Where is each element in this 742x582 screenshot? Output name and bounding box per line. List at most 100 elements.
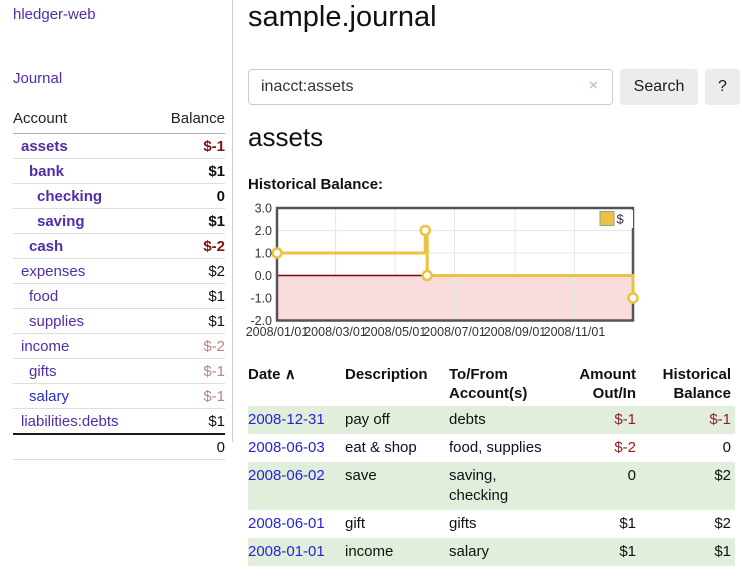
y-tick-label: -1.0 — [250, 292, 272, 306]
register-header-row: Date ∧ Description To/From Account(s) Am… — [248, 363, 735, 406]
sidebar: hledger-web Journal Account Balance asse… — [0, 0, 233, 460]
account-balance: $1 — [153, 158, 225, 184]
transaction-accounts: saving, checking — [449, 467, 509, 504]
search-input[interactable] — [248, 69, 613, 105]
transaction-date-link[interactable]: 2008-01-01 — [248, 543, 325, 560]
account-link[interactable]: liabilities:debts — [21, 412, 119, 430]
register-table: Date ∧ Description To/From Account(s) Am… — [248, 363, 735, 566]
y-tick-label: 3.0 — [255, 202, 272, 216]
account-row: checking 0 — [13, 183, 225, 209]
transaction-amount: $-1 — [614, 411, 636, 428]
search-form: × Search ? — [248, 69, 742, 105]
transaction-description: pay off — [345, 411, 390, 428]
transaction-amount: $-2 — [614, 439, 636, 456]
account-link[interactable]: income — [21, 337, 70, 355]
legend-swatch — [599, 211, 615, 226]
accounts-header-account: Account — [13, 106, 154, 134]
account-row: salary $-1 — [13, 383, 225, 409]
transaction-date-link[interactable]: 2008-06-01 — [248, 515, 325, 532]
account-link[interactable]: cash — [29, 237, 64, 255]
account-link[interactable]: saving — [37, 212, 85, 230]
account-row: assets $-1 — [13, 133, 225, 159]
transaction-balance: $2 — [714, 467, 731, 484]
transaction-row: 2008-12-31 pay off debts $-1 $-1 — [248, 406, 735, 434]
transaction-accounts: debts — [449, 411, 486, 428]
accounts-total-spacer — [13, 433, 154, 460]
transaction-amount: $1 — [619, 515, 636, 532]
transaction-date-link[interactable]: 2008-06-03 — [248, 439, 325, 456]
transaction-date-link[interactable]: 2008-06-02 — [248, 467, 325, 484]
plot-border — [275, 206, 635, 322]
chart-label: Historical Balance: — [248, 176, 384, 193]
data-point-marker[interactable] — [421, 269, 433, 282]
account-link[interactable]: gifts — [29, 362, 57, 380]
accounts-header-balance: Balance — [153, 106, 225, 134]
main-content: sample.journal × Search ? assets Histori… — [246, 0, 742, 582]
transaction-amount: $1 — [619, 543, 636, 560]
account-row: food $1 — [13, 283, 225, 309]
y-tick-label: -2.0 — [250, 314, 272, 328]
register-header-amount: Amount Out/In — [579, 366, 636, 402]
data-point-marker[interactable] — [627, 292, 639, 304]
account-link[interactable]: checking — [37, 187, 103, 205]
account-row: liabilities:debts $1 — [13, 409, 225, 435]
transaction-description: gift — [345, 515, 366, 532]
account-row: gifts $-1 — [13, 358, 225, 384]
account-link[interactable]: assets — [21, 137, 68, 155]
account-balance: $1 — [208, 412, 225, 430]
historical-balance-chart: $3.0 2.0 1.0 0.0 -1.0 -2.02008/01/012008/03/0… — [246, 202, 639, 339]
transaction-description: income — [345, 543, 394, 560]
x-tick-label: 2008/01/01 — [246, 325, 309, 339]
search-button[interactable]: Search — [620, 69, 698, 105]
register-header-date[interactable]: Date ∧ — [248, 366, 296, 383]
transaction-row: 2008-06-01 gift gifts $1 $2 — [248, 510, 735, 538]
y-tick-label: 2.0 — [255, 224, 272, 238]
x-tick-label: 2008/05/01 — [364, 325, 427, 339]
account-link[interactable]: food — [29, 287, 59, 305]
register-header-accounts: To/From Account(s) — [449, 366, 528, 402]
account-balance: 0 — [153, 183, 225, 209]
account-balance: $1 — [153, 283, 225, 309]
data-point-marker[interactable] — [419, 224, 432, 237]
accounts-total-value: 0 — [153, 433, 225, 460]
accounts-header-row: Account Balance — [13, 106, 225, 134]
account-balance: $1 — [153, 308, 225, 334]
account-row: bank $1 — [13, 158, 225, 184]
transaction-row: 2008-06-02 save saving, checking 0 $2 — [248, 462, 735, 510]
transaction-date-link[interactable]: 2008-12-31 — [248, 411, 325, 428]
account-balance: $2 — [153, 258, 225, 284]
accounts-table: Account Balance assets $-1 bank $1 checking 0… — [13, 106, 225, 460]
y-tick-label: 1.0 — [255, 247, 272, 261]
account-link[interactable]: supplies — [29, 312, 85, 330]
transaction-balance: $1 — [714, 543, 731, 560]
data-point-marker[interactable] — [271, 247, 283, 259]
help-button[interactable]: ? — [705, 69, 740, 105]
transaction-balance: $-1 — [709, 411, 731, 428]
transaction-balance: 0 — [722, 439, 731, 456]
transaction-description: save — [345, 467, 377, 484]
account-row: cash $-2 — [13, 233, 225, 259]
clear-search-icon[interactable]: × — [589, 77, 598, 94]
y-tick-label: 0.0 — [255, 269, 272, 283]
accounts-total-row: 0 — [13, 433, 225, 460]
legend-label: $ — [617, 212, 625, 227]
account-link[interactable]: bank — [29, 162, 65, 180]
account-balance: $-2 — [153, 233, 225, 259]
account-balance: $-1 — [153, 133, 225, 159]
page-title: sample.journal — [248, 1, 437, 33]
account-row: supplies $1 — [13, 308, 225, 334]
x-tick-label: 2008/03/01 — [304, 325, 367, 339]
sidebar-item-journal[interactable]: Journal — [13, 70, 63, 87]
sort-ascending-icon: ∧ — [284, 366, 296, 383]
x-tick-label: 2008/07/01 — [423, 325, 486, 339]
register-header-balance: Historical Balance — [662, 366, 731, 402]
account-link[interactable]: salary — [29, 387, 70, 405]
account-link[interactable]: expenses — [21, 262, 86, 280]
account-row: saving $1 — [13, 208, 225, 234]
transaction-row: 2008-01-01 income salary $1 $1 — [248, 538, 735, 566]
transaction-description: eat & shop — [345, 439, 417, 456]
transaction-accounts: gifts — [449, 515, 477, 532]
app-title-link[interactable]: hledger-web — [13, 6, 96, 23]
account-balance: $-2 — [153, 333, 225, 359]
transaction-balance: $2 — [714, 515, 731, 532]
